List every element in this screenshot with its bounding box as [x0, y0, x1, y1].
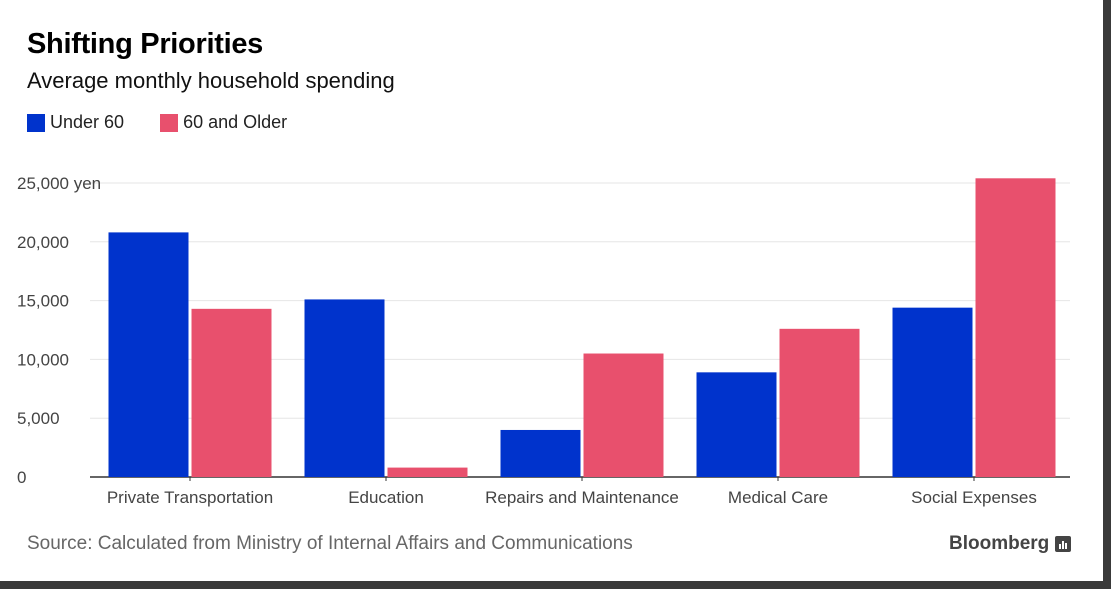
y-tick-label: 0 [17, 468, 26, 487]
chart-card: Shifting Priorities Average monthly hous… [0, 0, 1103, 581]
legend-swatch-60-and-older [160, 113, 179, 132]
x-tick-label: Repairs and Maintenance [485, 488, 679, 507]
bar-60-and-older-medical-care [779, 328, 860, 477]
bar-60-and-older-private-transportation [191, 308, 272, 477]
chart-subtitle: Average monthly household spending [27, 68, 395, 93]
bloomberg-chart-icon [1055, 536, 1072, 552]
y-tick-label: 10,000 [17, 350, 69, 369]
legend-item-60-and-older: 60 and Older [160, 112, 287, 133]
x-tick-label: Medical Care [728, 488, 828, 507]
bar-under-60-education [304, 299, 385, 477]
y-tick-label: 5,000 [17, 409, 60, 428]
legend: Under 60 60 and Older [27, 112, 323, 133]
y-tick-label: 20,000 [17, 233, 69, 252]
legend-swatch-under-60 [27, 113, 45, 132]
bloomberg-logo: Bloomberg [949, 533, 1072, 555]
source-note: Source: Calculated from Ministry of Inte… [27, 533, 633, 554]
y-tick-label: 25,000 yen [17, 174, 101, 193]
bar-under-60-repairs-and-maintenance [500, 429, 581, 477]
bar-under-60-private-transportation [108, 232, 189, 477]
bar-under-60-medical-care [696, 372, 777, 477]
legend-label-under-60: Under 60 [50, 112, 125, 132]
y-tick-label: 15,000 [17, 292, 69, 311]
x-tick-label: Social Expenses [911, 488, 1037, 507]
x-tick-label: Education [348, 488, 424, 507]
brand-name: Bloomberg [949, 533, 1050, 554]
bar-60-and-older-repairs-and-maintenance [583, 353, 664, 477]
legend-item-under-60: Under 60 [27, 112, 124, 133]
bar-under-60-social-expenses [892, 307, 973, 477]
legend-label-60-and-older: 60 and Older [183, 112, 288, 132]
bar-60-and-older-education [387, 467, 468, 477]
x-tick-label: Private Transportation [107, 488, 273, 507]
bar-60-and-older-social-expenses [975, 178, 1056, 477]
chart-title: Shifting Priorities [27, 28, 263, 60]
bar-chart: 0 5,000 10,000 15,000 20,000 25,000 yen Privat… [17, 174, 1070, 507]
